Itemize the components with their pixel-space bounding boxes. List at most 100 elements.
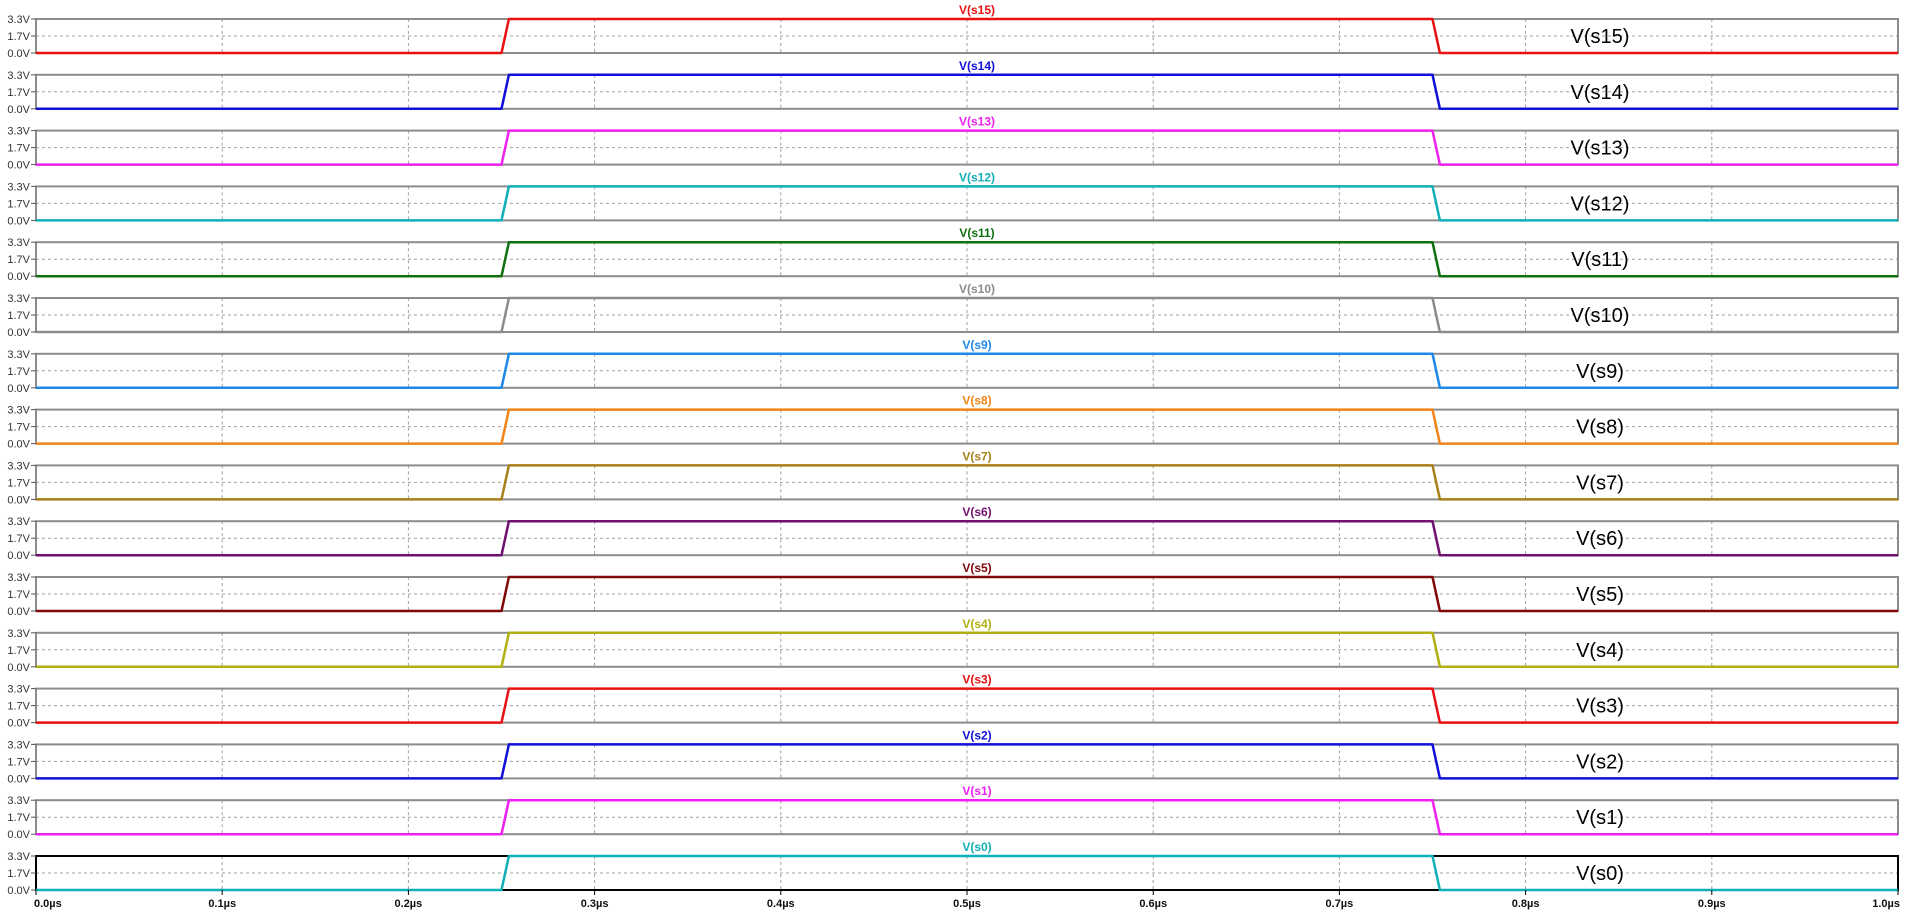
- y-tick-label: 1.7V: [7, 645, 30, 657]
- y-tick-label: 1.7V: [7, 533, 30, 545]
- x-tick-label: 0.6µs: [1139, 898, 1167, 910]
- y-tick-label: 3.3V: [7, 851, 30, 863]
- trace-panel: 3.3V 1.7V 0.0V V(s11) V(s11): [7, 226, 1899, 283]
- y-tick-label: 0.0V: [7, 494, 30, 506]
- trace-title: V(s1): [962, 784, 991, 798]
- trace-panels: 3.3V 1.7V 0.0V V(s15) V(s15) 3.3V 1.7V 0.0V V(s1…: [7, 3, 1899, 897]
- trace-title: V(s3): [962, 673, 991, 687]
- trace-panel: 3.3V 1.7V 0.0V V(s1) V(s1): [7, 784, 1899, 841]
- trace-panel: 3.3V 1.7V 0.0V V(s4) V(s4): [7, 617, 1899, 674]
- trace-title: V(s8): [962, 394, 991, 408]
- waveform-line: [36, 687, 1898, 724]
- y-tick-label: 1.7V: [7, 310, 30, 322]
- waveform-line: [36, 73, 1898, 111]
- trace-title: V(s11): [959, 226, 994, 240]
- trace-annotation: V(s9): [1576, 361, 1624, 383]
- y-tick-label: 0.0V: [7, 829, 30, 841]
- waveform-line: [36, 296, 1898, 334]
- trace-annotation: V(s14): [1571, 82, 1630, 104]
- x-tick-label: 0.9µs: [1698, 898, 1726, 910]
- waveform-line: [36, 240, 1898, 278]
- trace-annotation: V(s7): [1576, 472, 1624, 494]
- x-tick-label: 1.0µs: [1872, 898, 1900, 910]
- trace-annotation: V(s8): [1576, 417, 1624, 439]
- waveform-line: [36, 575, 1898, 613]
- x-tick-label: 0.3µs: [581, 898, 609, 910]
- y-tick-label: 0.0V: [7, 606, 30, 618]
- y-tick-label: 3.3V: [7, 293, 30, 305]
- trace-annotation: V(s1): [1576, 807, 1624, 829]
- time-axis: 0.0µs 0.1µs 0.2µs 0.3µs 0.4µs 0.5µs 0.6µs 0.7µs…: [34, 890, 1900, 910]
- y-tick-label: 3.3V: [7, 405, 30, 417]
- trace-title: V(s14): [959, 59, 995, 73]
- y-tick-label: 3.3V: [7, 628, 30, 640]
- y-tick-label: 1.7V: [7, 198, 30, 210]
- x-tick-label: 0.2µs: [395, 898, 423, 910]
- trace-title: V(s6): [962, 505, 991, 519]
- y-tick-label: 0.0V: [7, 439, 30, 451]
- trace-panel: 3.3V 1.7V 0.0V V(s6) V(s6): [7, 505, 1899, 562]
- waveform-line: [36, 17, 1898, 55]
- trace-panel: 3.3V 1.7V 0.0V V(s2) V(s2): [7, 728, 1899, 785]
- trace-annotation: V(s13): [1571, 138, 1630, 160]
- trace-annotation: V(s0): [1576, 863, 1624, 885]
- y-tick-label: 0.0V: [7, 383, 30, 395]
- trace-annotation: V(s3): [1576, 696, 1624, 718]
- y-tick-label: 3.3V: [7, 516, 30, 528]
- y-tick-label: 0.0V: [7, 662, 30, 674]
- y-tick-label: 0.0V: [7, 773, 30, 785]
- y-tick-label: 3.3V: [7, 14, 30, 26]
- y-tick-label: 1.7V: [7, 589, 30, 601]
- trace-title: V(s15): [959, 3, 995, 17]
- x-tick-label: 0.7µs: [1326, 898, 1354, 910]
- trace-panel: 3.3V 1.7V 0.0V V(s3) V(s3): [7, 673, 1899, 730]
- x-tick-label: 0.1µs: [208, 898, 236, 910]
- y-tick-label: 1.7V: [7, 701, 30, 713]
- x-tick-label: 0.8µs: [1512, 898, 1540, 910]
- y-tick-label: 3.3V: [7, 237, 30, 249]
- trace-title: V(s0): [962, 840, 991, 854]
- y-tick-label: 0.0V: [7, 885, 30, 897]
- trace-annotation: V(s6): [1576, 528, 1624, 550]
- y-tick-label: 3.3V: [7, 70, 30, 82]
- trace-title: V(s7): [962, 449, 991, 463]
- trace-title: V(s13): [959, 115, 995, 129]
- trace-annotation: V(s5): [1576, 584, 1624, 606]
- waveform-line: [36, 185, 1898, 222]
- trace-title: V(s2): [962, 728, 991, 742]
- y-tick-label: 3.3V: [7, 795, 30, 807]
- y-tick-label: 0.0V: [7, 160, 30, 172]
- y-tick-label: 1.7V: [7, 422, 30, 434]
- trace-panel: 3.3V 1.7V 0.0V V(s8) V(s8): [7, 394, 1899, 451]
- trace-panel: 3.3V 1.7V 0.0V V(s15) V(s15): [7, 3, 1899, 60]
- y-tick-label: 0.0V: [7, 48, 30, 60]
- y-tick-label: 0.0V: [7, 104, 30, 116]
- trace-title: V(s10): [959, 282, 995, 296]
- trace-panel: 3.3V 1.7V 0.0V V(s9) V(s9): [7, 338, 1899, 395]
- trace-panel: 3.3V 1.7V 0.0V V(s0) V(s0): [7, 840, 1899, 897]
- y-tick-label: 1.7V: [7, 477, 30, 489]
- waveform-line: [36, 408, 1898, 445]
- y-tick-label: 3.3V: [7, 739, 30, 751]
- trace-panel: 3.3V 1.7V 0.0V V(s10) V(s10): [7, 282, 1899, 339]
- trace-annotation: V(s15): [1571, 26, 1630, 48]
- trace-title: V(s5): [962, 561, 991, 575]
- y-tick-label: 3.3V: [7, 181, 30, 193]
- y-tick-label: 0.0V: [7, 550, 30, 562]
- y-tick-label: 3.3V: [7, 460, 30, 472]
- y-tick-label: 0.0V: [7, 327, 30, 339]
- y-tick-label: 1.7V: [7, 366, 30, 378]
- y-tick-label: 1.7V: [7, 143, 30, 155]
- trace-title: V(s4): [962, 617, 991, 631]
- waveform-line: [36, 743, 1898, 780]
- y-tick-label: 1.7V: [7, 31, 30, 43]
- trace-annotation: V(s2): [1576, 751, 1624, 773]
- trace-annotation: V(s11): [1571, 249, 1628, 271]
- y-tick-label: 1.7V: [7, 756, 30, 768]
- trace-panel: 3.3V 1.7V 0.0V V(s5) V(s5): [7, 561, 1899, 618]
- y-tick-label: 1.7V: [7, 868, 30, 880]
- trace-panel: 3.3V 1.7V 0.0V V(s12) V(s12): [7, 170, 1899, 227]
- trace-annotation: V(s4): [1576, 640, 1624, 662]
- y-tick-label: 0.0V: [7, 718, 30, 730]
